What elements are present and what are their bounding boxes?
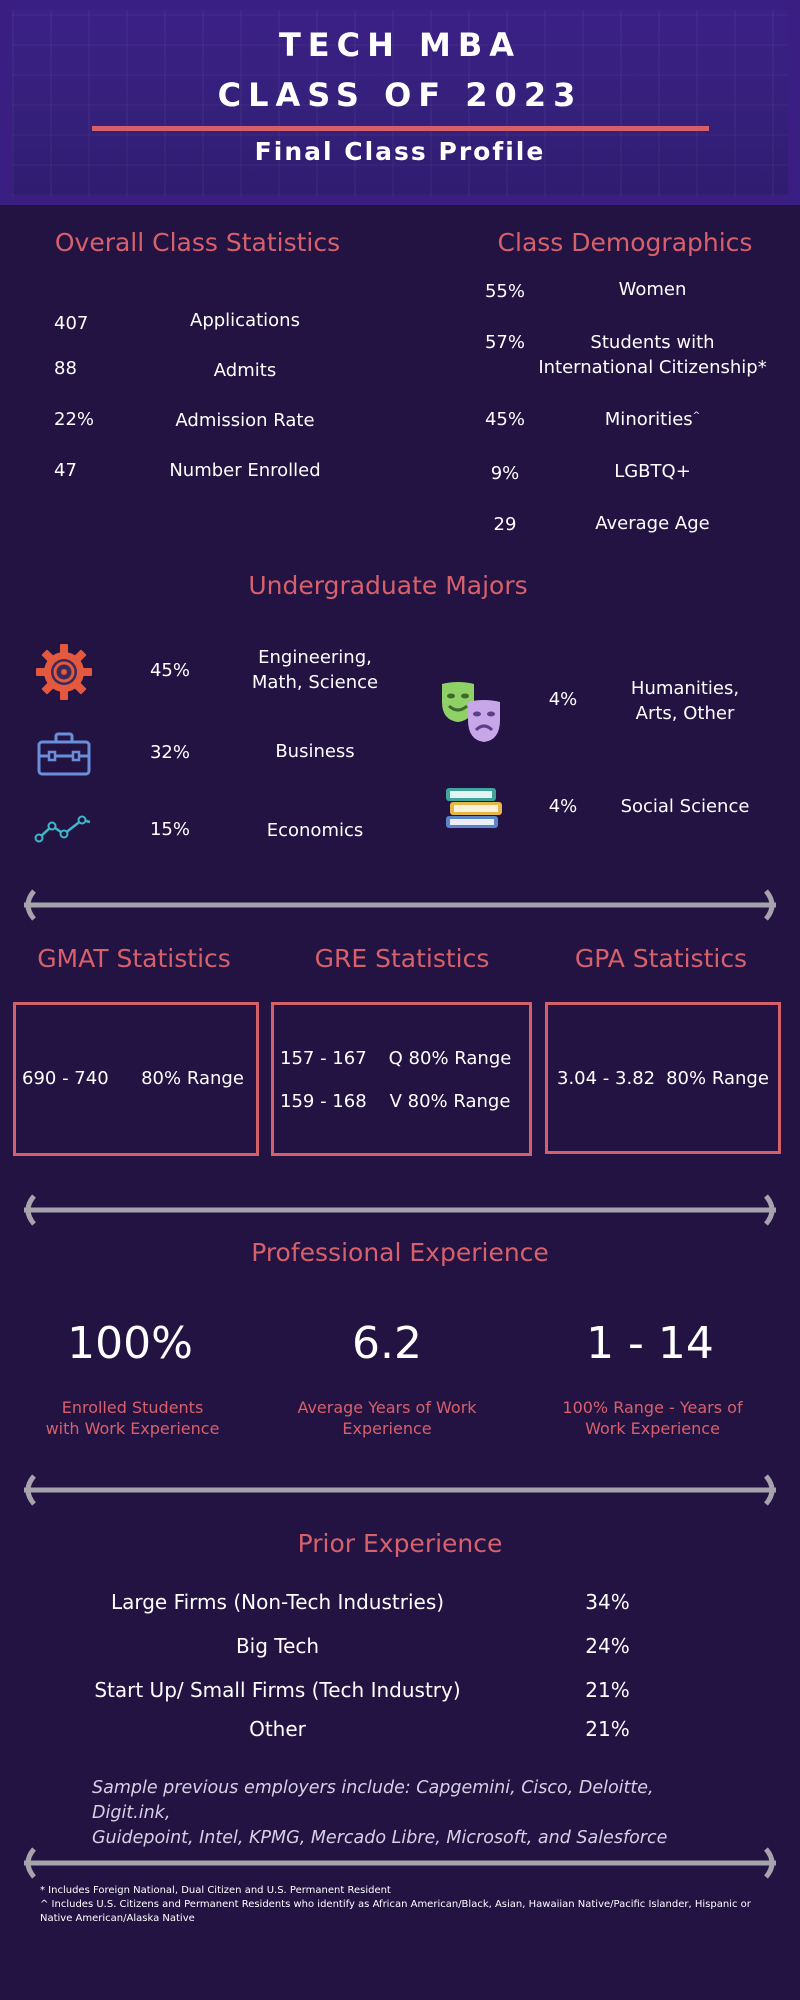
major-label-humanities-1: Humanities, bbox=[630, 678, 740, 699]
demographics-title: Class Demographics bbox=[497, 228, 753, 257]
demo-label-international-1: Students with bbox=[590, 332, 715, 353]
demo-label-women: Women bbox=[618, 279, 687, 300]
major-label-economics: Economics bbox=[266, 820, 364, 841]
line-graph-icon bbox=[34, 812, 94, 844]
theater-masks-icon bbox=[440, 680, 506, 746]
section-divider bbox=[24, 1847, 776, 1879]
subtitle: Final Class Profile bbox=[254, 137, 546, 166]
gre-q-value: 157 - 167 bbox=[280, 1048, 367, 1069]
title-line-1: TECH MBA bbox=[278, 26, 522, 64]
demo-value-minorities: 45% bbox=[484, 409, 525, 430]
prior-value-other: 21% bbox=[585, 1717, 630, 1741]
major-value-humanities: 4% bbox=[548, 689, 578, 710]
overall-label-applications: Applications bbox=[190, 310, 300, 331]
section-divider bbox=[24, 1194, 776, 1226]
prior-title: Prior Experience bbox=[297, 1529, 503, 1558]
major-value-social-science: 4% bbox=[548, 796, 578, 817]
demo-label-lgbtq: LGBTQ+ bbox=[614, 461, 691, 482]
title-line-2: CLASS OF 2023 bbox=[217, 76, 583, 114]
header-inner-panel bbox=[12, 10, 788, 196]
demo-label-minorities: Minorities^ bbox=[535, 409, 770, 430]
prof-caption-range-2: Work Experience bbox=[585, 1419, 720, 1438]
professional-title: Professional Experience bbox=[251, 1238, 549, 1267]
major-value-engineering: 45% bbox=[149, 660, 190, 681]
major-label-social-science: Social Science bbox=[620, 796, 750, 817]
demo-value-women: 55% bbox=[484, 281, 525, 302]
demo-value-international: 57% bbox=[484, 332, 525, 353]
overall-value-admits: 88 bbox=[54, 358, 77, 379]
prof-caption-average-years-1: Average Years of Work bbox=[297, 1398, 477, 1417]
prior-label-other: Other bbox=[249, 1717, 306, 1741]
prof-value-work-experience: 100% bbox=[67, 1318, 193, 1369]
prof-value-average-years: 6.2 bbox=[352, 1318, 422, 1369]
overall-label-admits: Admits bbox=[213, 360, 277, 381]
overall-label-admission-rate: Admission Rate bbox=[175, 410, 315, 431]
footnote-asterisk: * Includes Foreign National, Dual Citize… bbox=[40, 1885, 391, 1896]
prof-caption-work-experience-1: Enrolled Students bbox=[61, 1398, 204, 1417]
prior-value-big-tech: 24% bbox=[585, 1634, 630, 1658]
major-label-engineering-2: Math, Science bbox=[251, 672, 379, 693]
overall-label-enrolled: Number Enrolled bbox=[169, 460, 321, 481]
sample-employers: Sample previous employers include: Capge… bbox=[92, 1776, 732, 1851]
prof-caption-average-years-2: Experience bbox=[342, 1419, 432, 1438]
gpa-title: GPA Statistics bbox=[574, 944, 748, 973]
majors-title: Undergraduate Majors bbox=[248, 571, 528, 600]
gre-v-value: 159 - 168 bbox=[280, 1091, 367, 1112]
overall-title: Overall Class Statistics bbox=[54, 228, 341, 257]
overall-value-enrolled: 47 bbox=[54, 460, 77, 481]
gre-v-label: V 80% Range bbox=[389, 1091, 511, 1112]
gre-title: GRE Statistics bbox=[314, 944, 490, 973]
gpa-value: 3.04 - 3.82 bbox=[557, 1068, 656, 1089]
gre-q-label: Q 80% Range bbox=[388, 1048, 512, 1069]
gmat-label: 80% Range bbox=[141, 1068, 244, 1089]
prof-value-range: 1 - 14 bbox=[586, 1318, 714, 1369]
demo-value-lgbtq: 9% bbox=[490, 463, 520, 484]
sample-employers-line-1: Sample previous employers include: Capge… bbox=[92, 1778, 654, 1823]
demo-label-minorities-text: Minorities bbox=[604, 409, 693, 430]
gear-icon bbox=[34, 642, 94, 702]
prof-caption-range-1: 100% Range - Years of bbox=[562, 1398, 743, 1417]
major-value-business: 32% bbox=[149, 742, 190, 763]
gmat-title: GMAT Statistics bbox=[37, 944, 231, 973]
demo-label-international-2: International Citizenship* bbox=[538, 357, 767, 378]
prof-caption-work-experience-2: with Work Experience bbox=[45, 1419, 220, 1438]
gre-box bbox=[271, 1002, 532, 1156]
gmat-value: 690 - 740 bbox=[22, 1068, 109, 1089]
demo-label-age: Average Age bbox=[595, 513, 710, 534]
prior-label-big-tech: Big Tech bbox=[235, 1634, 320, 1658]
major-value-economics: 15% bbox=[149, 819, 190, 840]
briefcase-icon bbox=[36, 730, 92, 778]
major-label-business: Business bbox=[275, 741, 355, 762]
demo-value-age: 29 bbox=[493, 514, 517, 535]
overall-value-admission-rate: 22% bbox=[54, 409, 95, 430]
section-divider bbox=[24, 1474, 776, 1506]
prior-label-large-firms: Large Firms (Non-Tech Industries) bbox=[110, 1590, 445, 1614]
major-label-humanities-2: Arts, Other bbox=[635, 703, 735, 724]
section-divider bbox=[24, 889, 776, 921]
books-icon bbox=[442, 780, 506, 832]
title-underline bbox=[92, 126, 709, 131]
sample-employers-line-2: Guidepoint, Intel, KPMG, Mercado Libre, … bbox=[92, 1828, 668, 1848]
major-label-engineering-1: Engineering, bbox=[258, 647, 372, 668]
prior-value-startup: 21% bbox=[585, 1678, 630, 1702]
prior-value-large-firms: 34% bbox=[585, 1590, 630, 1614]
gpa-box bbox=[545, 1002, 781, 1154]
prior-label-startup: Start Up/ Small Firms (Tech Industry) bbox=[94, 1678, 461, 1702]
gpa-label: 80% Range bbox=[666, 1068, 769, 1089]
overall-value-applications: 407 bbox=[54, 313, 89, 334]
gmat-box bbox=[13, 1002, 259, 1156]
demo-minorities-sup: ^ bbox=[692, 411, 701, 421]
footnote-caret: ^ Includes U.S. Citizens and Permanent R… bbox=[40, 1899, 751, 1924]
